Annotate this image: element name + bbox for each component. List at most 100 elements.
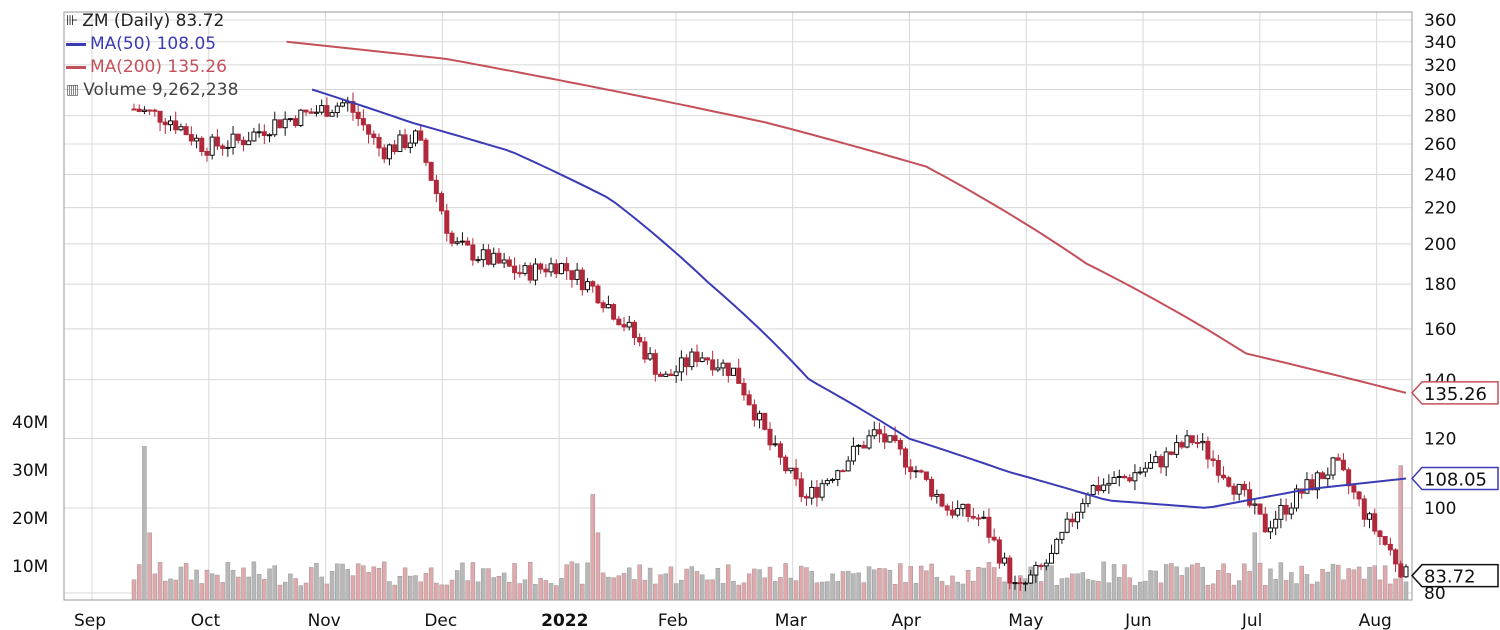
candle-body	[220, 145, 226, 149]
volume-bar	[282, 581, 288, 601]
volume-bar	[856, 572, 861, 601]
candle-body	[386, 144, 392, 160]
candle-body	[814, 486, 820, 498]
candle-body	[1231, 485, 1237, 495]
volume-bar	[908, 566, 914, 601]
volume-bar	[986, 562, 992, 601]
candle-body	[1127, 477, 1133, 482]
volume-bar	[439, 584, 444, 601]
candle-body	[887, 435, 893, 443]
volume-bar	[1111, 564, 1117, 601]
volume-bar	[882, 568, 887, 601]
volume-bar	[136, 564, 142, 601]
candle-body	[704, 357, 710, 361]
price-tick-label: 100	[1424, 499, 1456, 519]
volume-bar	[1127, 577, 1132, 601]
candle-body	[428, 161, 434, 181]
candle-body	[313, 111, 319, 114]
volume-bar	[585, 562, 590, 601]
volume-bar	[1362, 578, 1367, 601]
candle-body	[809, 486, 815, 499]
volume-bar	[512, 563, 517, 601]
volume-bar	[194, 569, 199, 601]
volume-tick-label: 20M	[12, 509, 48, 529]
volume-bar	[345, 569, 350, 601]
candle-body	[543, 268, 549, 273]
candle-body	[340, 102, 346, 107]
volume-bar	[689, 566, 695, 601]
candle-body	[605, 304, 611, 309]
volume-bar	[1190, 564, 1195, 601]
volume-bar	[308, 567, 314, 601]
date-tick-label: Dec	[424, 611, 457, 630]
ma200-swatch	[66, 66, 86, 69]
volume-bar	[1388, 583, 1393, 601]
candle-body	[157, 110, 163, 123]
volume-bar	[971, 580, 976, 601]
volume-bar	[1289, 572, 1294, 601]
candle-body	[1393, 549, 1399, 565]
candle-body	[976, 517, 982, 520]
volume-bar	[454, 570, 460, 601]
candle-body	[965, 503, 971, 518]
candle-body	[1012, 582, 1018, 585]
volume-bar	[246, 576, 251, 601]
date-tick-label: Feb	[658, 611, 688, 630]
volume-bar	[1106, 582, 1112, 601]
legend-symbol-label: ZM (Daily) 83.72	[82, 11, 225, 31]
volume-bar	[507, 581, 512, 601]
candlestick-icon: ⊪	[66, 13, 79, 29]
candle-body	[1210, 458, 1216, 461]
candle-body	[329, 112, 335, 117]
candle-body	[1356, 491, 1362, 500]
price-tick-label: 160	[1424, 320, 1456, 340]
candle-body	[850, 445, 856, 462]
volume-bar	[1382, 565, 1388, 601]
candle-body	[506, 259, 512, 267]
candle-body	[1080, 503, 1086, 513]
volume-bar	[918, 565, 924, 601]
volume-bar	[866, 566, 872, 601]
value-badges: 135.26 108.05 83.72	[1410, 381, 1499, 588]
price-tick-label: 360	[1424, 11, 1456, 31]
candle-body	[1330, 457, 1336, 476]
candle-body	[1346, 469, 1352, 487]
candle-body	[918, 470, 924, 473]
candle-body	[939, 493, 945, 507]
candle-body	[1273, 518, 1279, 529]
volume-bar	[1221, 563, 1226, 601]
candle-body	[1382, 536, 1388, 545]
volume-bar	[1205, 584, 1211, 601]
price-tick-label: 320	[1424, 56, 1456, 76]
candle-body	[491, 252, 497, 265]
price-tick-label: 280	[1424, 107, 1456, 127]
volume-bar	[1085, 579, 1091, 601]
candle-body	[652, 353, 658, 375]
volume-bar	[746, 573, 752, 601]
volume-bar	[418, 581, 423, 601]
volume-bar	[381, 561, 387, 601]
volume-bar	[559, 578, 564, 601]
candle-body	[162, 121, 168, 126]
volume-bar	[355, 563, 361, 601]
volume-bar	[731, 580, 736, 601]
candle-body	[1007, 557, 1013, 584]
volume-bar	[611, 577, 616, 601]
candle-body	[366, 124, 372, 135]
volume-bar	[1163, 564, 1169, 601]
volume-icon: ▥	[66, 82, 80, 98]
volume-bar	[293, 578, 298, 601]
volume-bar	[298, 585, 304, 601]
volume-bar	[1169, 563, 1174, 601]
volume-bar	[1346, 568, 1351, 601]
volume-bar	[449, 579, 455, 601]
volume-bar	[277, 584, 283, 601]
candle-body	[136, 108, 142, 112]
volume-bar	[564, 564, 569, 601]
date-tick-label: Aug	[1359, 611, 1392, 630]
volume-bar	[470, 562, 476, 601]
candle-body	[751, 404, 757, 421]
candle-body	[444, 210, 450, 234]
candle-body	[1064, 518, 1070, 533]
